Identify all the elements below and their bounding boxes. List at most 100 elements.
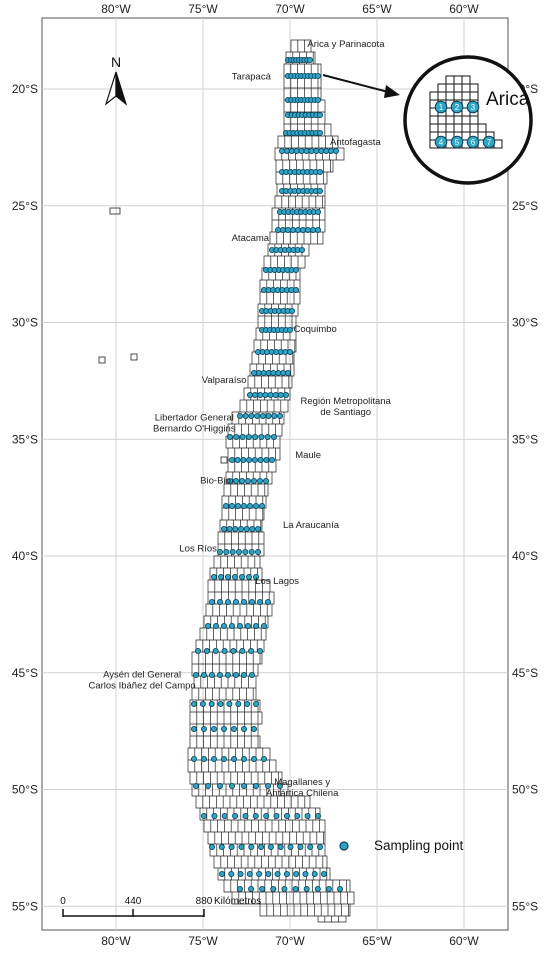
sampling-point (314, 886, 321, 893)
sampling-point (203, 648, 210, 655)
sampling-point (208, 701, 215, 708)
sampling-point (200, 813, 207, 820)
sampling-point (243, 526, 250, 533)
sampling-point (256, 871, 263, 878)
region-label-valparaiso: Valparaíso (202, 375, 247, 386)
lon-tick-label: 65°W (362, 934, 392, 948)
region-label-biobio: Bio-Bio (200, 476, 231, 487)
scale-unit: Kilómetros (214, 896, 261, 907)
lon-tick-label: 60°W (449, 934, 479, 948)
sampling-point (273, 813, 280, 820)
sampling-point (232, 813, 239, 820)
lat-tick-label: 40°S (12, 549, 38, 563)
inset-point (450, 135, 464, 149)
sampling-point (236, 623, 243, 630)
sampling-point (232, 526, 239, 533)
scale-tick-880: 880 (196, 896, 213, 907)
lon-tick-label: 75°W (188, 934, 218, 948)
sampling-point (248, 648, 255, 655)
sampling-point (288, 307, 295, 314)
inset-pointer-arrowhead (384, 85, 400, 98)
lat-tick-label: 25°S (12, 199, 38, 213)
sampling-point (240, 783, 247, 790)
sampling-point (244, 477, 251, 484)
sampling-point (220, 526, 227, 533)
sampling-point (217, 574, 224, 581)
sampling-point (228, 783, 235, 790)
region-label-ohiggins: Bernardo O'Higgins (153, 424, 236, 435)
region-label-magallanes: Antártica Chilena (266, 788, 339, 799)
sampling-point (200, 756, 207, 763)
sampling-point (287, 844, 294, 851)
sampling-point (199, 701, 206, 708)
sampling-point (276, 783, 283, 790)
sampling-point (297, 844, 304, 851)
sampling-point (298, 246, 305, 253)
sampling-point (252, 391, 259, 398)
sampling-point (276, 412, 283, 419)
sampling-point (274, 871, 281, 878)
region-label-tarapaca: Tarapacá (232, 72, 272, 83)
sampling-point (320, 871, 327, 878)
legend: Sampling point (339, 838, 464, 853)
sampling-point (303, 147, 310, 154)
sampling-point (251, 456, 258, 463)
sampling-point (224, 672, 231, 679)
sampling-point (264, 433, 271, 440)
island-cell (220, 456, 228, 464)
region-label-loslagos: Los Lagos (255, 576, 299, 587)
sampling-point (250, 756, 257, 763)
sampling-point (311, 871, 318, 878)
sampling-point (216, 672, 223, 679)
sampling-point (270, 886, 277, 893)
sampling-point (239, 433, 246, 440)
sampling-point (230, 648, 237, 655)
sampling-point (244, 623, 251, 630)
sampling-point (228, 502, 235, 509)
sampling-point (293, 871, 300, 878)
lat-tick-label: 50°S (12, 783, 38, 797)
lon-tick-label: 60°W (449, 2, 479, 16)
sampling-point (332, 147, 339, 154)
sampling-point (216, 549, 223, 556)
sampling-point (258, 844, 265, 851)
sampling-point (210, 756, 217, 763)
inset-title: Arica (486, 89, 530, 110)
sampling-point (260, 369, 267, 376)
sampling-point (242, 549, 249, 556)
sampling-point (236, 412, 243, 419)
sampling-point (265, 871, 272, 878)
sampling-point (303, 886, 310, 893)
lat-tick-label: 30°S (12, 316, 38, 330)
sampling-point (246, 456, 253, 463)
sampling-point (252, 783, 259, 790)
sampling-point (240, 599, 247, 606)
sampling-point (222, 502, 229, 509)
sampling-point (280, 369, 287, 376)
sampling-point (313, 147, 320, 154)
lat-tick-label: 20°S (12, 82, 38, 96)
sampling-point (279, 226, 286, 233)
sampling-point (208, 672, 215, 679)
sampling-point (286, 326, 293, 333)
sampling-point (288, 147, 295, 154)
sampling-point (286, 348, 293, 355)
legend-label: Sampling point (374, 838, 464, 853)
sampling-point (239, 648, 246, 655)
inset-point (434, 100, 448, 114)
sampling-point (249, 526, 256, 533)
lon-tick-label: 65°W (362, 2, 392, 16)
sampling-point (314, 226, 321, 233)
sampling-point (232, 672, 239, 679)
sampling-point (252, 502, 259, 509)
region-label-ohiggins: Libertador General (155, 413, 234, 424)
island-cell (130, 353, 138, 361)
sampling-point (238, 844, 245, 851)
sampling-point (307, 844, 314, 851)
sampling-point (200, 726, 207, 733)
sampling-point (254, 412, 261, 419)
inset-point (450, 100, 464, 114)
sampling-point (252, 813, 259, 820)
sampling-point (277, 844, 284, 851)
